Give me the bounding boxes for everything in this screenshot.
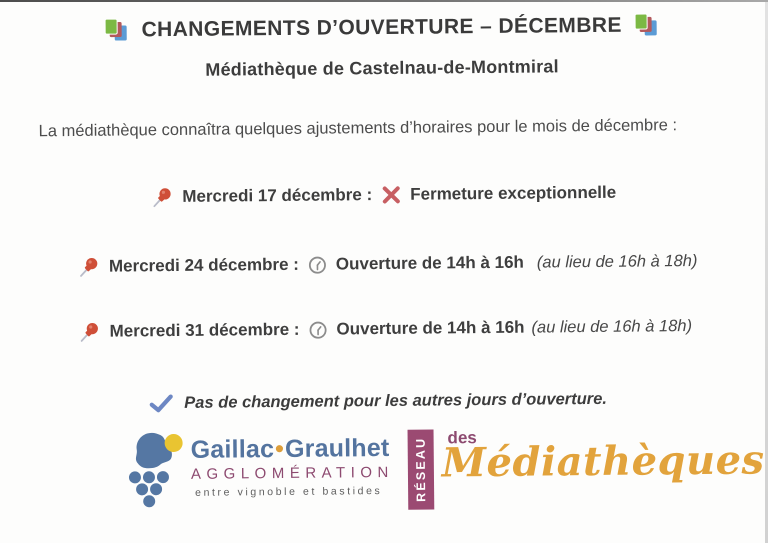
x-icon [382,186,400,204]
clock-icon [309,321,327,339]
check-icon [149,394,173,413]
title-row: CHANGEMENTS D’OUVERTURE – DÉCEMBRE [0,12,766,43]
pushpin-icon [153,188,171,208]
footer-note-row: Pas de changement pour les autres jours … [149,390,607,413]
pages-icon [634,13,657,36]
page-title: CHANGEMENTS D’OUVERTURE – DÉCEMBRE [141,13,622,42]
network-name: Médiathèques [441,436,765,487]
agglo-brand-dot: • [274,434,285,464]
agglo-tagline: entre vignoble et bastides [195,485,383,499]
schedule-status: Ouverture de 14h à 16h [335,252,524,274]
schedule-note: (au lieu de 16h à 18h) [531,316,693,337]
page-subtitle: Médiathèque de Castelnau-de-Montmiral [205,56,559,80]
scan-right-edge [765,2,768,543]
schedule-status: Ouverture de 14h à 16h [336,317,525,339]
schedule-note: (au lieu de 16h à 18h) [536,251,698,272]
reseau-vertical-label: RÉSEAU [413,436,429,503]
footer-note: Pas de changement pour les autres jours … [184,389,608,412]
pages-icon [104,18,127,41]
reseau-box: RÉSEAU [407,429,435,510]
reseau-mediatheques-logo: RÉSEAU des Médiathèques [407,426,765,510]
schedule-status: Fermeture exceptionnelle [410,182,617,204]
agglo-brand-first: Gaillac [190,435,275,464]
agglo-line2: AGGLOMÉRATION [190,463,394,483]
agglo-map-grapes-icon [128,432,183,508]
agglo-text-block: Gaillac•Graulhet AGGLOMÉRATION entre vig… [190,433,394,499]
logo-row: Gaillac•Graulhet AGGLOMÉRATION entre vig… [125,424,766,512]
schedule-row: Mercredi 24 décembre : Ouverture de 14h … [78,250,698,278]
clock-icon [308,256,326,274]
schedule-date: Mercredi 31 décembre : [109,319,300,341]
schedule-row: Mercredi 17 décembre : Fermeture excepti… [151,182,616,208]
pushpin-icon [80,258,98,277]
scan-top-edge [0,0,768,2]
gaillac-graulhet-logo: Gaillac•Graulhet AGGLOMÉRATION entre vig… [125,428,395,513]
agglo-brand: Gaillac•Graulhet [190,433,394,464]
agglo-brand-second: Graulhet [284,433,390,463]
intro-text: La médiathèque connaîtra quelques ajuste… [38,116,678,141]
schedule-row: Mercredi 31 décembre : Ouverture de 14h … [78,315,692,343]
schedule-date: Mercredi 24 décembre : [108,254,299,276]
network-text-block: des Médiathèques [441,426,765,487]
schedule-date: Mercredi 17 décembre : [182,185,373,206]
pushpin-icon [80,323,98,342]
